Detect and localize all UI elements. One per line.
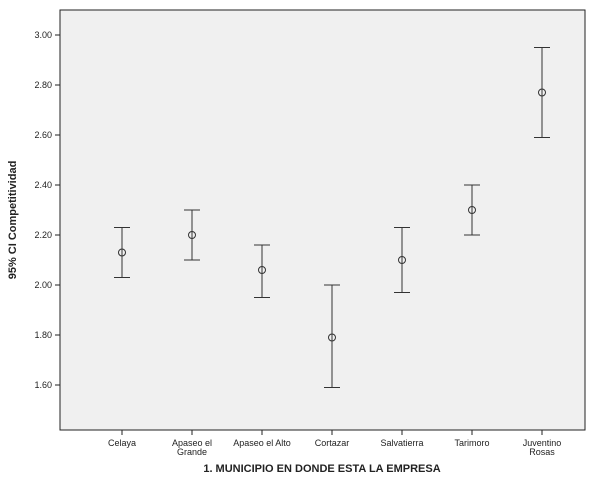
y-tick-label: 3.00 <box>34 30 52 40</box>
y-tick-label: 1.60 <box>34 380 52 390</box>
x-tick-label: Juventino Rosas <box>523 438 562 457</box>
x-tick-label: Celaya <box>108 438 136 448</box>
mean-marker <box>398 256 406 264</box>
mean-marker <box>468 206 476 214</box>
mean-marker <box>118 248 126 257</box>
mean-marker <box>258 266 266 274</box>
mean-marker <box>538 88 546 97</box>
y-tick-label: 2.20 <box>34 230 52 240</box>
y-tick-label: 2.00 <box>34 280 52 290</box>
x-tick-label: Salvatierra <box>380 438 423 448</box>
y-tick-label: 2.40 <box>34 180 52 190</box>
y-tick-label: 2.80 <box>34 80 52 90</box>
y-tick-label: 2.60 <box>34 130 52 140</box>
x-tick-label: Tarimoro <box>454 438 489 448</box>
x-tick-label: Apaseo el Alto <box>233 438 291 448</box>
plot-area <box>59 9 586 431</box>
y-tick-label: 1.80 <box>34 330 52 340</box>
x-axis-title: 1. MUNICIPIO EN DONDE ESTA LA EMPRESA <box>203 463 440 475</box>
mean-marker <box>188 231 196 239</box>
mean-marker <box>328 333 336 342</box>
y-axis-title: 95% CI Competitividad <box>7 161 19 280</box>
x-tick-label: Apaseo el Grande <box>172 438 212 457</box>
x-tick-label: Cortazar <box>315 438 350 448</box>
